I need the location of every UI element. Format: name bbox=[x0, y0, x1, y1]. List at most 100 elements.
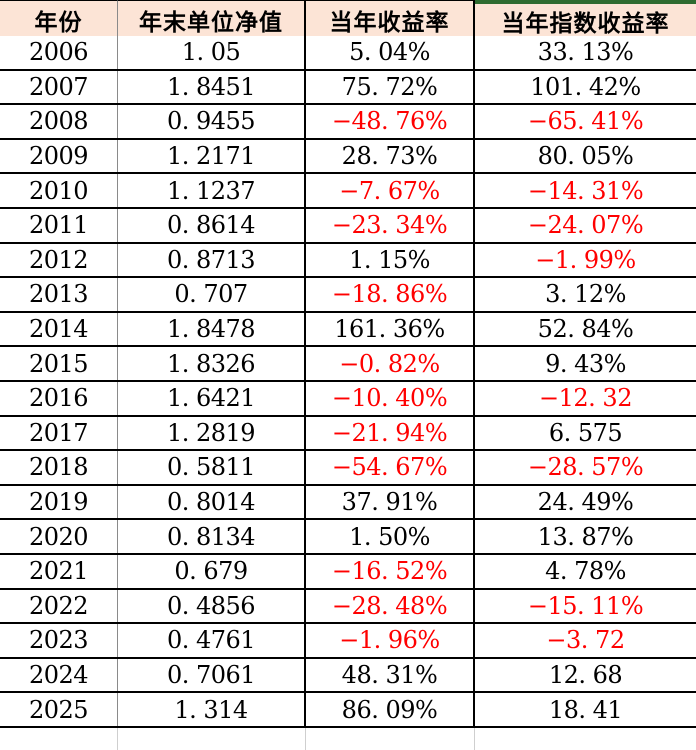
cell-year-end-nav[interactable]: 0. 5811 bbox=[118, 451, 306, 484]
empty-cell[interactable] bbox=[306, 727, 475, 750]
cell-year[interactable]: 2011 bbox=[0, 208, 118, 242]
cell-year-end-nav[interactable]: 1. 1237 bbox=[118, 174, 306, 207]
table-row: 2024 0. 7061 48. 31% 12. 68 bbox=[0, 658, 696, 694]
cell-annual-return[interactable]: −48. 76% bbox=[306, 105, 475, 138]
cell-year[interactable]: 2007 bbox=[0, 70, 118, 104]
cell-year-end-nav[interactable]: 1. 314 bbox=[118, 693, 306, 726]
cell-annual-index-return[interactable]: 52. 84% bbox=[475, 312, 696, 346]
cell-annual-index-return[interactable]: 9. 43% bbox=[475, 347, 696, 380]
cell-annual-index-return[interactable]: −12. 32 bbox=[475, 381, 696, 415]
cell-year[interactable]: 2018 bbox=[0, 451, 118, 484]
cell-annual-index-return[interactable]: 101. 42% bbox=[475, 70, 696, 104]
cell-annual-index-return[interactable]: 4. 78% bbox=[475, 554, 696, 588]
cell-annual-index-return[interactable]: −1. 99% bbox=[475, 243, 696, 277]
table-row: 2025 1. 314 86. 09% 18. 41 bbox=[0, 693, 696, 728]
cell-year[interactable]: 2012 bbox=[0, 243, 118, 277]
cell-year[interactable]: 2015 bbox=[0, 347, 118, 380]
cell-annual-return[interactable]: 161. 36% bbox=[306, 312, 475, 346]
cell-annual-return[interactable]: 5. 04% bbox=[306, 36, 475, 69]
table-row: 2020 0. 8134 1. 50% 13. 87% bbox=[0, 520, 696, 555]
header-annual-index-return[interactable]: 当年指数收益率 bbox=[475, 0, 696, 38]
cell-year[interactable]: 2020 bbox=[0, 520, 118, 553]
cell-annual-return[interactable]: −18. 86% bbox=[306, 278, 475, 311]
cell-year[interactable]: 2006 bbox=[0, 36, 118, 69]
cell-year-end-nav[interactable]: 1. 8326 bbox=[118, 347, 306, 380]
cell-year[interactable]: 2014 bbox=[0, 312, 118, 346]
cell-annual-index-return[interactable]: 6. 575 bbox=[475, 416, 696, 450]
cell-annual-index-return[interactable]: −28. 57% bbox=[475, 451, 696, 484]
cell-year-end-nav[interactable]: 0. 8713 bbox=[118, 243, 306, 277]
cell-year-end-nav[interactable]: 0. 9455 bbox=[118, 105, 306, 138]
header-annual-return[interactable]: 当年收益率 bbox=[306, 0, 475, 38]
cell-annual-return[interactable]: −23. 34% bbox=[306, 208, 475, 242]
cell-year[interactable]: 2016 bbox=[0, 381, 118, 415]
cell-annual-index-return[interactable]: 33. 13% bbox=[475, 36, 696, 69]
cell-annual-index-return[interactable]: −15. 11% bbox=[475, 589, 696, 623]
table-row: 2023 0. 4761 −1. 96% −3. 72 bbox=[0, 624, 696, 659]
cell-year-end-nav[interactable]: 0. 8134 bbox=[118, 520, 306, 553]
table-header-row: 年份 年末单位净值 当年收益率 当年指数收益率 bbox=[0, 0, 696, 38]
cell-annual-return[interactable]: −10. 40% bbox=[306, 381, 475, 415]
cell-year-end-nav[interactable]: 1. 2171 bbox=[118, 139, 306, 173]
cell-annual-index-return[interactable]: 3. 12% bbox=[475, 278, 696, 311]
cell-year[interactable]: 2022 bbox=[0, 589, 118, 623]
cell-year-end-nav[interactable]: 0. 679 bbox=[118, 554, 306, 588]
cell-annual-index-return[interactable]: 18. 41 bbox=[475, 693, 696, 726]
cell-year-end-nav[interactable]: 1. 05 bbox=[118, 36, 306, 69]
cell-year[interactable]: 2009 bbox=[0, 139, 118, 173]
cell-annual-return[interactable]: 48. 31% bbox=[306, 658, 475, 692]
cell-annual-return[interactable]: −54. 67% bbox=[306, 451, 475, 484]
header-year-end-nav[interactable]: 年末单位净值 bbox=[118, 0, 306, 38]
cell-annual-index-return[interactable]: −14. 31% bbox=[475, 174, 696, 207]
cell-annual-index-return[interactable]: 13. 87% bbox=[475, 520, 696, 553]
header-year[interactable]: 年份 bbox=[0, 0, 118, 38]
cell-year[interactable]: 2013 bbox=[0, 278, 118, 311]
cell-annual-return[interactable]: 1. 15% bbox=[306, 243, 475, 277]
cell-year-end-nav[interactable]: 0. 4856 bbox=[118, 589, 306, 623]
cell-annual-index-return[interactable]: −3. 72 bbox=[475, 624, 696, 657]
table-row: 2012 0. 8713 1. 15% −1. 99% bbox=[0, 243, 696, 279]
cell-annual-return[interactable]: −28. 48% bbox=[306, 589, 475, 623]
cell-annual-return[interactable]: 86. 09% bbox=[306, 693, 475, 726]
cell-annual-index-return[interactable]: 80. 05% bbox=[475, 139, 696, 173]
cell-year-end-nav[interactable]: 1. 8478 bbox=[118, 312, 306, 346]
cell-annual-return[interactable]: 1. 50% bbox=[306, 520, 475, 553]
table-row: 2019 0. 8014 37. 91% 24. 49% bbox=[0, 485, 696, 521]
cell-year[interactable]: 2021 bbox=[0, 554, 118, 588]
cell-year-end-nav[interactable]: 1. 6421 bbox=[118, 381, 306, 415]
cell-annual-return[interactable]: −21. 94% bbox=[306, 416, 475, 450]
cell-annual-return[interactable]: −0. 82% bbox=[306, 347, 475, 380]
cell-annual-index-return[interactable]: 24. 49% bbox=[475, 485, 696, 519]
cell-year[interactable]: 2024 bbox=[0, 658, 118, 692]
table-row: 2007 1. 8451 75. 72% 101. 42% bbox=[0, 70, 696, 106]
cell-annual-index-return[interactable]: 12. 68 bbox=[475, 658, 696, 692]
cell-annual-return[interactable]: 37. 91% bbox=[306, 485, 475, 519]
table-row: 2008 0. 9455 −48. 76% −65. 41% bbox=[0, 105, 696, 140]
cell-year-end-nav[interactable]: 0. 707 bbox=[118, 278, 306, 311]
cell-year[interactable]: 2019 bbox=[0, 485, 118, 519]
cell-year[interactable]: 2025 bbox=[0, 693, 118, 726]
cell-year[interactable]: 2008 bbox=[0, 105, 118, 138]
cell-year-end-nav[interactable]: 0. 8014 bbox=[118, 485, 306, 519]
cell-annual-return[interactable]: 75. 72% bbox=[306, 70, 475, 104]
empty-cell[interactable] bbox=[118, 727, 306, 750]
empty-cell[interactable] bbox=[475, 728, 696, 750]
cell-annual-return[interactable]: 28. 73% bbox=[306, 139, 475, 173]
cell-annual-index-return[interactable]: −24. 07% bbox=[475, 208, 696, 242]
cell-year-end-nav[interactable]: 0. 4761 bbox=[118, 624, 306, 657]
cell-year[interactable]: 2017 bbox=[0, 416, 118, 450]
cell-annual-index-return[interactable]: −65. 41% bbox=[475, 105, 696, 138]
cell-annual-return[interactable]: −16. 52% bbox=[306, 554, 475, 588]
table-row: 2016 1. 6421 −10. 40% −12. 32 bbox=[0, 381, 696, 417]
cell-year[interactable]: 2023 bbox=[0, 624, 118, 657]
cell-year-end-nav[interactable]: 1. 2819 bbox=[118, 416, 306, 450]
cell-year-end-nav[interactable]: 0. 7061 bbox=[118, 658, 306, 692]
table-row: 2022 0. 4856 −28. 48% −15. 11% bbox=[0, 589, 696, 625]
cell-annual-return[interactable]: −7. 67% bbox=[306, 174, 475, 207]
cell-year-end-nav[interactable]: 1. 8451 bbox=[118, 70, 306, 104]
cell-year[interactable]: 2010 bbox=[0, 174, 118, 207]
cell-annual-return[interactable]: −1. 96% bbox=[306, 624, 475, 657]
cell-year-end-nav[interactable]: 0. 8614 bbox=[118, 208, 306, 242]
empty-cell[interactable] bbox=[0, 727, 118, 750]
